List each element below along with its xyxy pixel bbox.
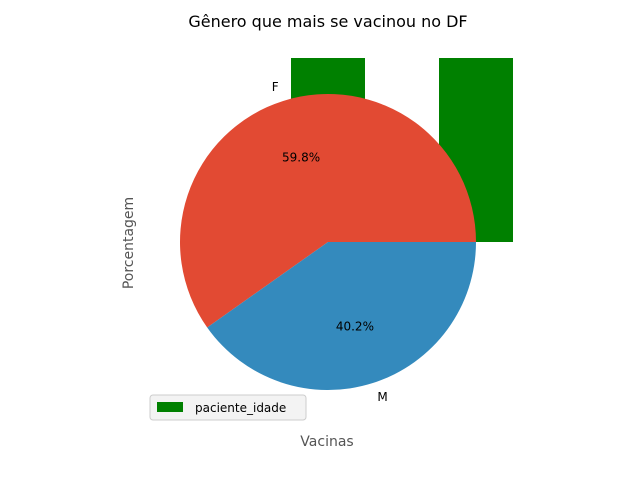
legend-swatch xyxy=(157,402,183,412)
pie-percent-label: 59.8% xyxy=(282,150,320,164)
legend: paciente_idade xyxy=(149,394,307,421)
pie-slice-f xyxy=(180,94,476,328)
pie-percent-label: 40.2% xyxy=(336,320,374,334)
pie-category-label: F xyxy=(272,80,279,94)
pie-slice-m xyxy=(207,242,476,391)
legend-box xyxy=(149,394,307,421)
legend-label: paciente_idade xyxy=(195,401,286,415)
y-axis-label: Porcentagem xyxy=(121,197,137,289)
x-axis-label: Vacinas xyxy=(300,434,353,450)
pie: F 59.8% M 40.2% xyxy=(180,80,476,404)
pie-category-label: M xyxy=(377,390,387,404)
chart-title: Gênero que mais se vacinou no DF xyxy=(188,12,467,31)
